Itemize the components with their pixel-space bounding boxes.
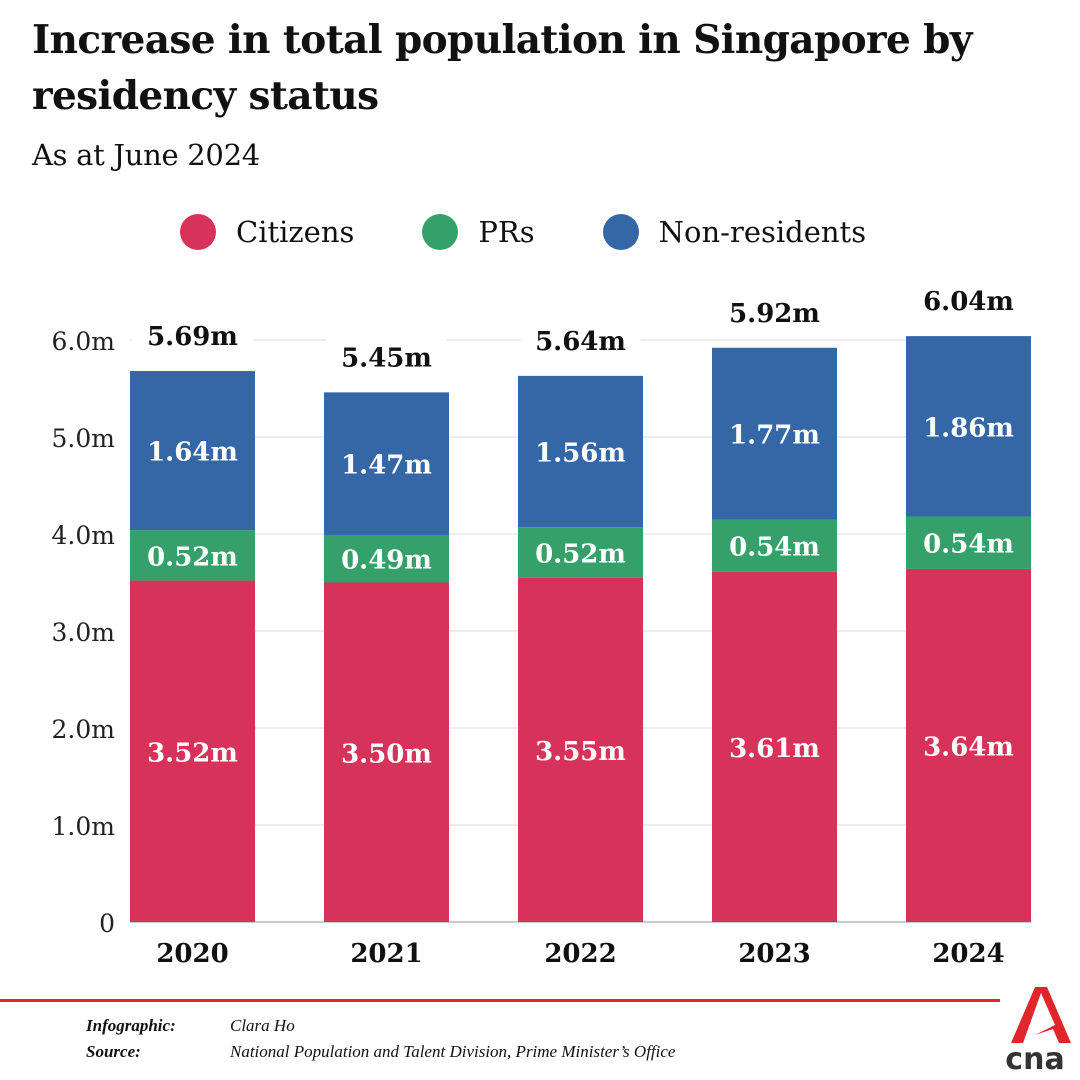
legend-item-non-residents: Non-residents (602, 214, 867, 250)
total-label-bg (520, 319, 641, 354)
legend-item-citizens: Citizens (180, 214, 354, 250)
bar-segment-prs-2021 (324, 534, 449, 583)
source-label: Source: (86, 1042, 141, 1061)
bar-segment-prs-2020 (130, 530, 255, 581)
source-text: National Population and Talent Division,… (230, 1042, 676, 1061)
total-label-bg (132, 315, 253, 350)
data-label: 0.54m (729, 533, 820, 563)
legend-label: Citizens (236, 215, 355, 249)
bar-segment-non-residents-2024 (906, 336, 1031, 517)
bar-segment-prs-2023 (712, 519, 837, 572)
data-label: 3.64m (923, 732, 1014, 762)
total-label: 5.92m (729, 299, 820, 329)
data-label: 0.52m (535, 539, 626, 569)
x-tick-label: 2024 (932, 939, 1004, 969)
legend: Citizens PRs Non-residents (180, 214, 934, 250)
legend-swatch-citizens (180, 214, 216, 250)
x-tick-label: 2021 (350, 939, 422, 969)
data-label: 3.61m (729, 734, 820, 764)
y-tick-label: 3.0m (52, 618, 116, 647)
data-label: 0.49m (341, 546, 432, 576)
total-label: 5.64m (535, 327, 626, 357)
infographic-label: Infographic: (86, 1016, 176, 1035)
data-label: 1.86m (923, 413, 1014, 443)
legend-label: PRs (478, 215, 535, 249)
bar-segment-citizens-2020 (130, 580, 255, 922)
total-label: 6.04m (923, 287, 1014, 317)
bar-segment-citizens-2024 (906, 568, 1031, 922)
data-label: 3.55m (535, 737, 626, 767)
total-label: 5.45m (341, 343, 432, 373)
footer-divider (0, 999, 1000, 1002)
bar-segment-prs-2022 (518, 527, 643, 578)
chart-title: Increase in total population in Singapor… (32, 17, 973, 119)
y-tick-label: 1.0m (52, 812, 116, 841)
data-label: 0.52m (147, 542, 238, 572)
bar-segment-citizens-2023 (712, 571, 837, 922)
total-label: 5.69m (147, 322, 238, 352)
svg-text:cna: cna (1005, 1042, 1064, 1075)
legend-swatch-prs (422, 214, 459, 250)
bar-segment-citizens-2021 (324, 582, 449, 922)
cna-logo: cna (1005, 987, 1071, 1075)
y-tick-label: 4.0m (52, 521, 116, 550)
data-label: 1.47m (341, 451, 432, 481)
data-label: 1.56m (535, 439, 626, 469)
total-label-bg (908, 280, 1029, 315)
total-label-bg (326, 336, 447, 371)
data-label: 3.50m (341, 739, 432, 769)
bar-segment-non-residents-2022 (518, 375, 643, 528)
bar-segment-citizens-2022 (518, 577, 643, 922)
x-tick-label: 2020 (156, 939, 228, 969)
legend-item-prs: PRs (422, 214, 535, 250)
y-tick-label: 6.0m (52, 327, 116, 356)
x-tick-label: 2023 (738, 939, 810, 969)
chart-subtitle: As at June 2024 (32, 138, 260, 172)
y-tick-label: 5.0m (52, 424, 116, 453)
data-label: 3.52m (147, 738, 238, 768)
data-label: 1.77m (729, 421, 820, 451)
legend-label: Non-residents (658, 215, 867, 249)
bar-segment-non-residents-2021 (324, 392, 449, 535)
infographic-credit: Clara Ho (230, 1016, 295, 1035)
y-tick-label: 2.0m (52, 715, 116, 744)
bar-segment-non-residents-2020 (130, 371, 255, 531)
bar-segment-non-residents-2023 (712, 347, 837, 520)
data-label: 0.54m (923, 530, 1014, 560)
data-label: 1.64m (147, 438, 238, 468)
legend-swatch-non-residents (602, 214, 639, 250)
y-tick-label: 0 (99, 909, 115, 938)
x-tick-label: 2022 (544, 939, 616, 969)
bar-segment-prs-2024 (906, 516, 1031, 569)
stacked-bar-chart: 0 1.0m 2.0m 3.0m 4.0m 5.0m 6.0m 3.52m 0.52m 1.64m… (51, 280, 1031, 969)
total-label-bg (714, 291, 835, 326)
